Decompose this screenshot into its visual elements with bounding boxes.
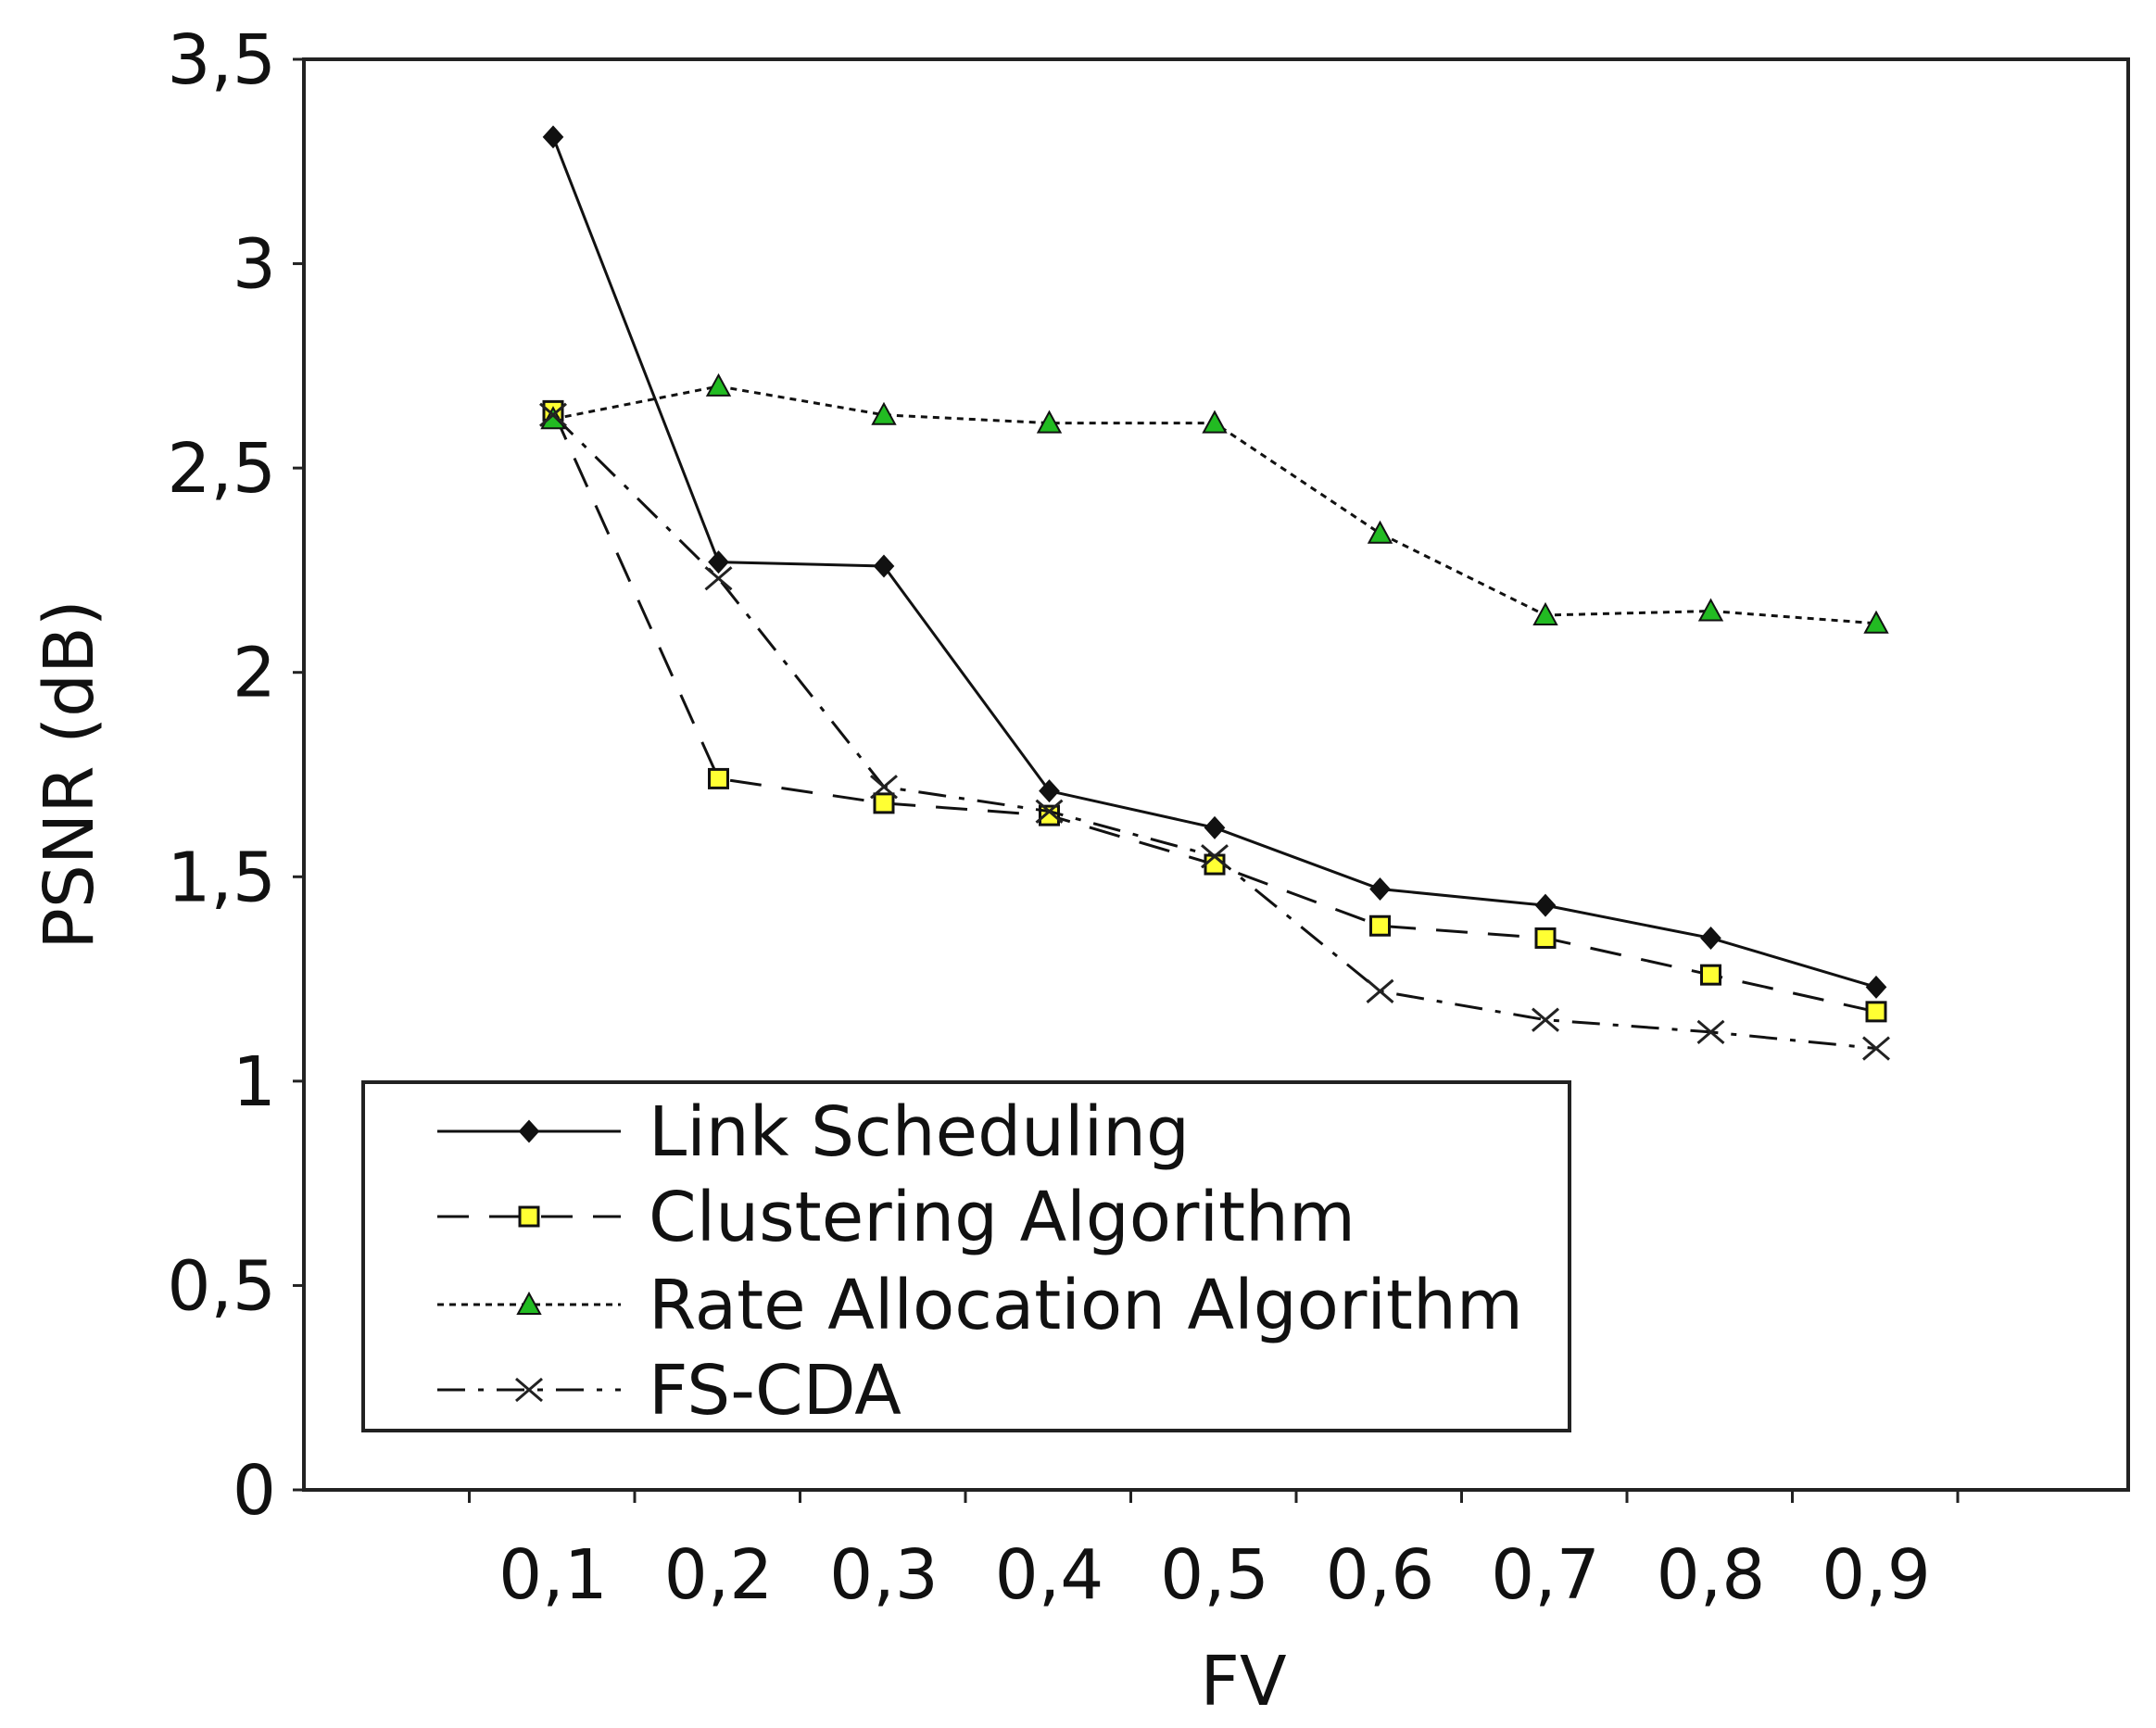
data-point [873,792,895,814]
data-point [1204,815,1226,839]
data-point [1700,964,1721,986]
legend-marker [518,1119,540,1143]
data-point [708,767,729,789]
series-fs-cda [539,402,1890,1061]
series-line [551,410,1877,1014]
data-point [1532,1007,1559,1032]
data-point [1532,601,1558,625]
data-point [1036,410,1063,434]
data-point [1201,844,1229,869]
data-point [542,125,564,149]
legend-marker [515,1377,543,1403]
legend-label: Link Scheduling [649,1092,1190,1172]
y-tick-label: 3,5 [167,20,276,100]
marker-stroke [1862,1036,1890,1061]
marker-stroke [1532,1007,1559,1032]
x-tick-label: 0,8 [1657,1535,1766,1615]
data-point [1534,893,1557,917]
y-tick-label: 1 [233,1042,276,1122]
x-tick-label: 0,6 [1326,1535,1435,1615]
legend-label: Rate Allocation Algorithm [649,1266,1523,1345]
marker-stroke [1035,799,1064,824]
series-layer [539,125,1890,1061]
data-point [1035,799,1064,824]
marker-stroke [704,566,733,591]
marker-stroke [1201,844,1229,869]
data-point [708,550,729,574]
y-tick-label: 0 [233,1451,276,1531]
y-tick-label: 1,5 [167,838,276,917]
data-point [1367,520,1393,544]
plot-border [302,57,2130,1492]
legend-label: FS-CDA [649,1351,901,1431]
x-axis: 0,1 0,2 0,3 0,4 0,5 0,6 0,7 0,8 0,9 [468,1490,1960,1615]
y-tick-label: 2,5 [167,429,276,509]
data-point [1039,779,1060,803]
data-point [1697,598,1724,622]
x-axis-title: FV [1200,1642,1287,1722]
data-point [1534,927,1557,949]
x-tick-label: 0,1 [498,1535,608,1615]
marker-stroke [539,402,567,427]
series-clustering-algorithm [542,399,1887,1023]
plot-area [302,57,2130,1492]
marker-stroke [1696,1019,1725,1045]
y-axis-title: PSNR (dB) [30,599,109,949]
data-point [873,554,895,578]
marker-stroke [870,775,898,800]
data-point [1865,975,1887,999]
legend-marker [516,1291,542,1315]
x-tick-label: 0,9 [1822,1535,1931,1615]
x-tick-label: 0,5 [1160,1535,1269,1615]
y-tick-label: 0,5 [167,1246,276,1326]
y-tick-label: 3 [233,225,276,305]
data-point [1369,914,1391,937]
data-point [1700,926,1721,950]
marker-stroke [515,1377,543,1403]
series-link-scheduling [542,125,1887,999]
marker-stroke [1366,978,1394,1003]
data-point [1366,978,1394,1003]
data-point [1369,877,1391,902]
data-point [539,402,567,427]
legend-marker [518,1205,540,1228]
x-tick-label: 0,2 [664,1535,774,1615]
legend-box [361,1080,1571,1432]
data-point [705,372,732,397]
data-point [1202,410,1228,434]
x-tick-label: 0,7 [1491,1535,1600,1615]
data-point [871,401,897,425]
x-tick-label: 0,3 [829,1535,939,1615]
series-rate-allocation-algorithm [540,372,1889,634]
data-point [1862,1036,1890,1061]
x-tick-label: 0,4 [995,1535,1104,1615]
data-point [704,566,733,591]
data-point [870,775,898,800]
y-tick-label: 2 [233,634,276,713]
data-point [1865,1001,1887,1023]
data-point [1863,610,1889,634]
y-axis: 0 0,5 1 1,5 2 2,5 3 3,5 [167,20,304,1531]
series-line [551,413,1877,1051]
legend-label: Clustering Algorithm [649,1178,1355,1257]
data-point [1696,1019,1725,1045]
